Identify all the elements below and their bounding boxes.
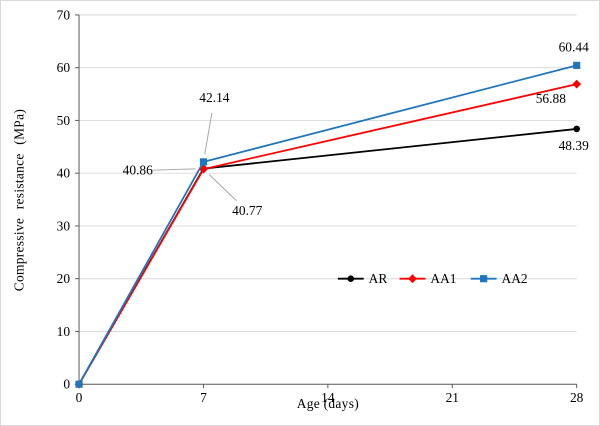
data-label: 40.86 [123, 163, 153, 178]
y-axis-title: Compressive resistance (MPa) [11, 109, 26, 291]
marker-AR [573, 125, 580, 133]
y-tick-label: 70 [57, 7, 71, 22]
legend-label: AA1 [430, 271, 456, 286]
x-axis-title: Age (days) [297, 396, 359, 411]
marker-AA1 [199, 164, 208, 174]
legend-group: AR AA1 AA2 [337, 271, 528, 286]
x-tick-label: 14 [321, 390, 335, 405]
y-tick-label: 20 [57, 271, 71, 286]
legend-label: AR [369, 271, 388, 286]
data-label: 48.39 [559, 138, 589, 153]
marker-AA2 [480, 275, 488, 283]
x-tick-label: 7 [200, 390, 207, 405]
y-tick-label: 0 [63, 377, 70, 392]
legend-label: AA2 [502, 271, 528, 286]
legend-item-AR: AR [337, 271, 388, 286]
axes-group: 0 10 20 30 40 50 60 70 0 7 14 21 28 [57, 7, 584, 405]
legend-item-AA1: AA1 [399, 271, 456, 286]
marker-AR [347, 275, 355, 282]
marker-AA2 [573, 61, 581, 69]
marker-AA2 [199, 158, 208, 166]
y-tick-label: 50 [57, 113, 71, 128]
y-tick-label: 40 [57, 166, 71, 181]
gridlines-group [79, 14, 577, 332]
series-group [74, 61, 582, 389]
annotation-leader [204, 112, 213, 155]
data-label: 56.88 [536, 91, 566, 106]
data-label: 42.14 [199, 90, 229, 105]
data-label: 60.44 [559, 39, 589, 54]
annotations-group: 42.14 40.86 40.77 60.44 56.88 48.39 [123, 39, 589, 217]
marker-AA2 [75, 380, 83, 388]
series-line-AA2 [78, 64, 577, 385]
data-label: 40.77 [232, 203, 262, 218]
legend-item-AA2: AA2 [470, 271, 528, 286]
y-tick-label: 60 [57, 60, 71, 75]
annotation-leader [152, 168, 196, 171]
x-tick-label: 28 [570, 390, 584, 405]
x-tick-label: 0 [76, 390, 83, 405]
x-tick-label: 21 [446, 390, 459, 405]
y-tick-label: 30 [57, 218, 71, 233]
marker-AA1 [572, 79, 582, 89]
annotation-leader [208, 174, 237, 201]
marker-AA1 [408, 274, 417, 284]
y-tick-label: 10 [57, 324, 71, 339]
